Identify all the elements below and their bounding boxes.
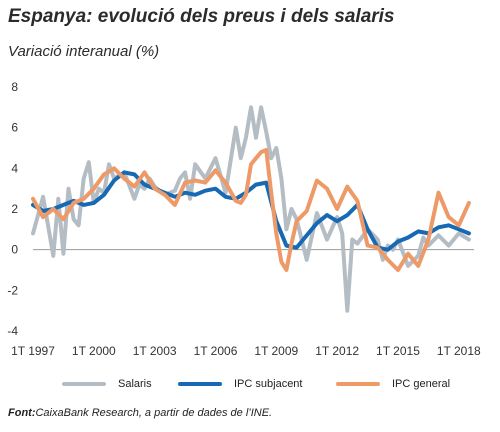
legend-item-ipc-subjacent: IPC subjacent [178,378,302,390]
chart-legend: Salaris IPC subjacent IPC general [0,378,500,398]
y-tick-label: 6 [11,121,18,135]
y-tick-label: 4 [11,161,18,175]
legend-swatch-ipc-general [336,382,380,386]
y-tick-label: 0 [11,243,18,257]
series-line-ipc-subjacent [31,170,471,252]
chart-subtitle: Variació interanual (%) [8,43,160,60]
y-tick-label: 8 [11,80,18,94]
source-text: CaixaBank Research, a partir de dades de… [35,407,273,419]
x-tick-label: 1T 2009 [254,344,298,358]
legend-item-ipc-general: IPC general [336,378,450,390]
legend-label-ipc-general: IPC general [392,378,451,390]
x-tick-label: 1T 1997 [11,344,55,358]
x-tick-label: 1T 2000 [72,344,116,358]
x-tick-label: 1T 2018 [437,344,481,358]
legend-swatch-ipc-subjacent [178,382,222,386]
source-label: Font: [8,407,36,419]
legend-label-salaris: Salaris [118,378,152,390]
x-tick-label: 1T 2015 [376,344,420,358]
y-tick-label: -2 [7,283,18,297]
x-tick-label: 1T 2006 [194,344,238,358]
series-line-salaris [31,105,471,313]
y-tick-label: 2 [11,202,18,216]
x-tick-label: 1T 2003 [133,344,177,358]
legend-label-ipc-subjacent: IPC subjacent [234,378,303,390]
series-line-ipc-general [31,148,471,272]
legend-swatch-salaris [62,382,106,386]
line-chart: -4 -2 0 2 4 6 8 1T 1997 1T 2000 1T 2003 1T 2006 1T… [7,80,481,358]
legend-item-salaris: Salaris [62,378,152,390]
x-tick-label: 1T 2012 [315,344,359,358]
chart-title: Espanya: evolució dels preus i dels sala… [8,6,395,27]
y-tick-label: -4 [7,324,18,338]
source-note: Font:CaixaBank Research, a partir de dad… [8,407,272,419]
